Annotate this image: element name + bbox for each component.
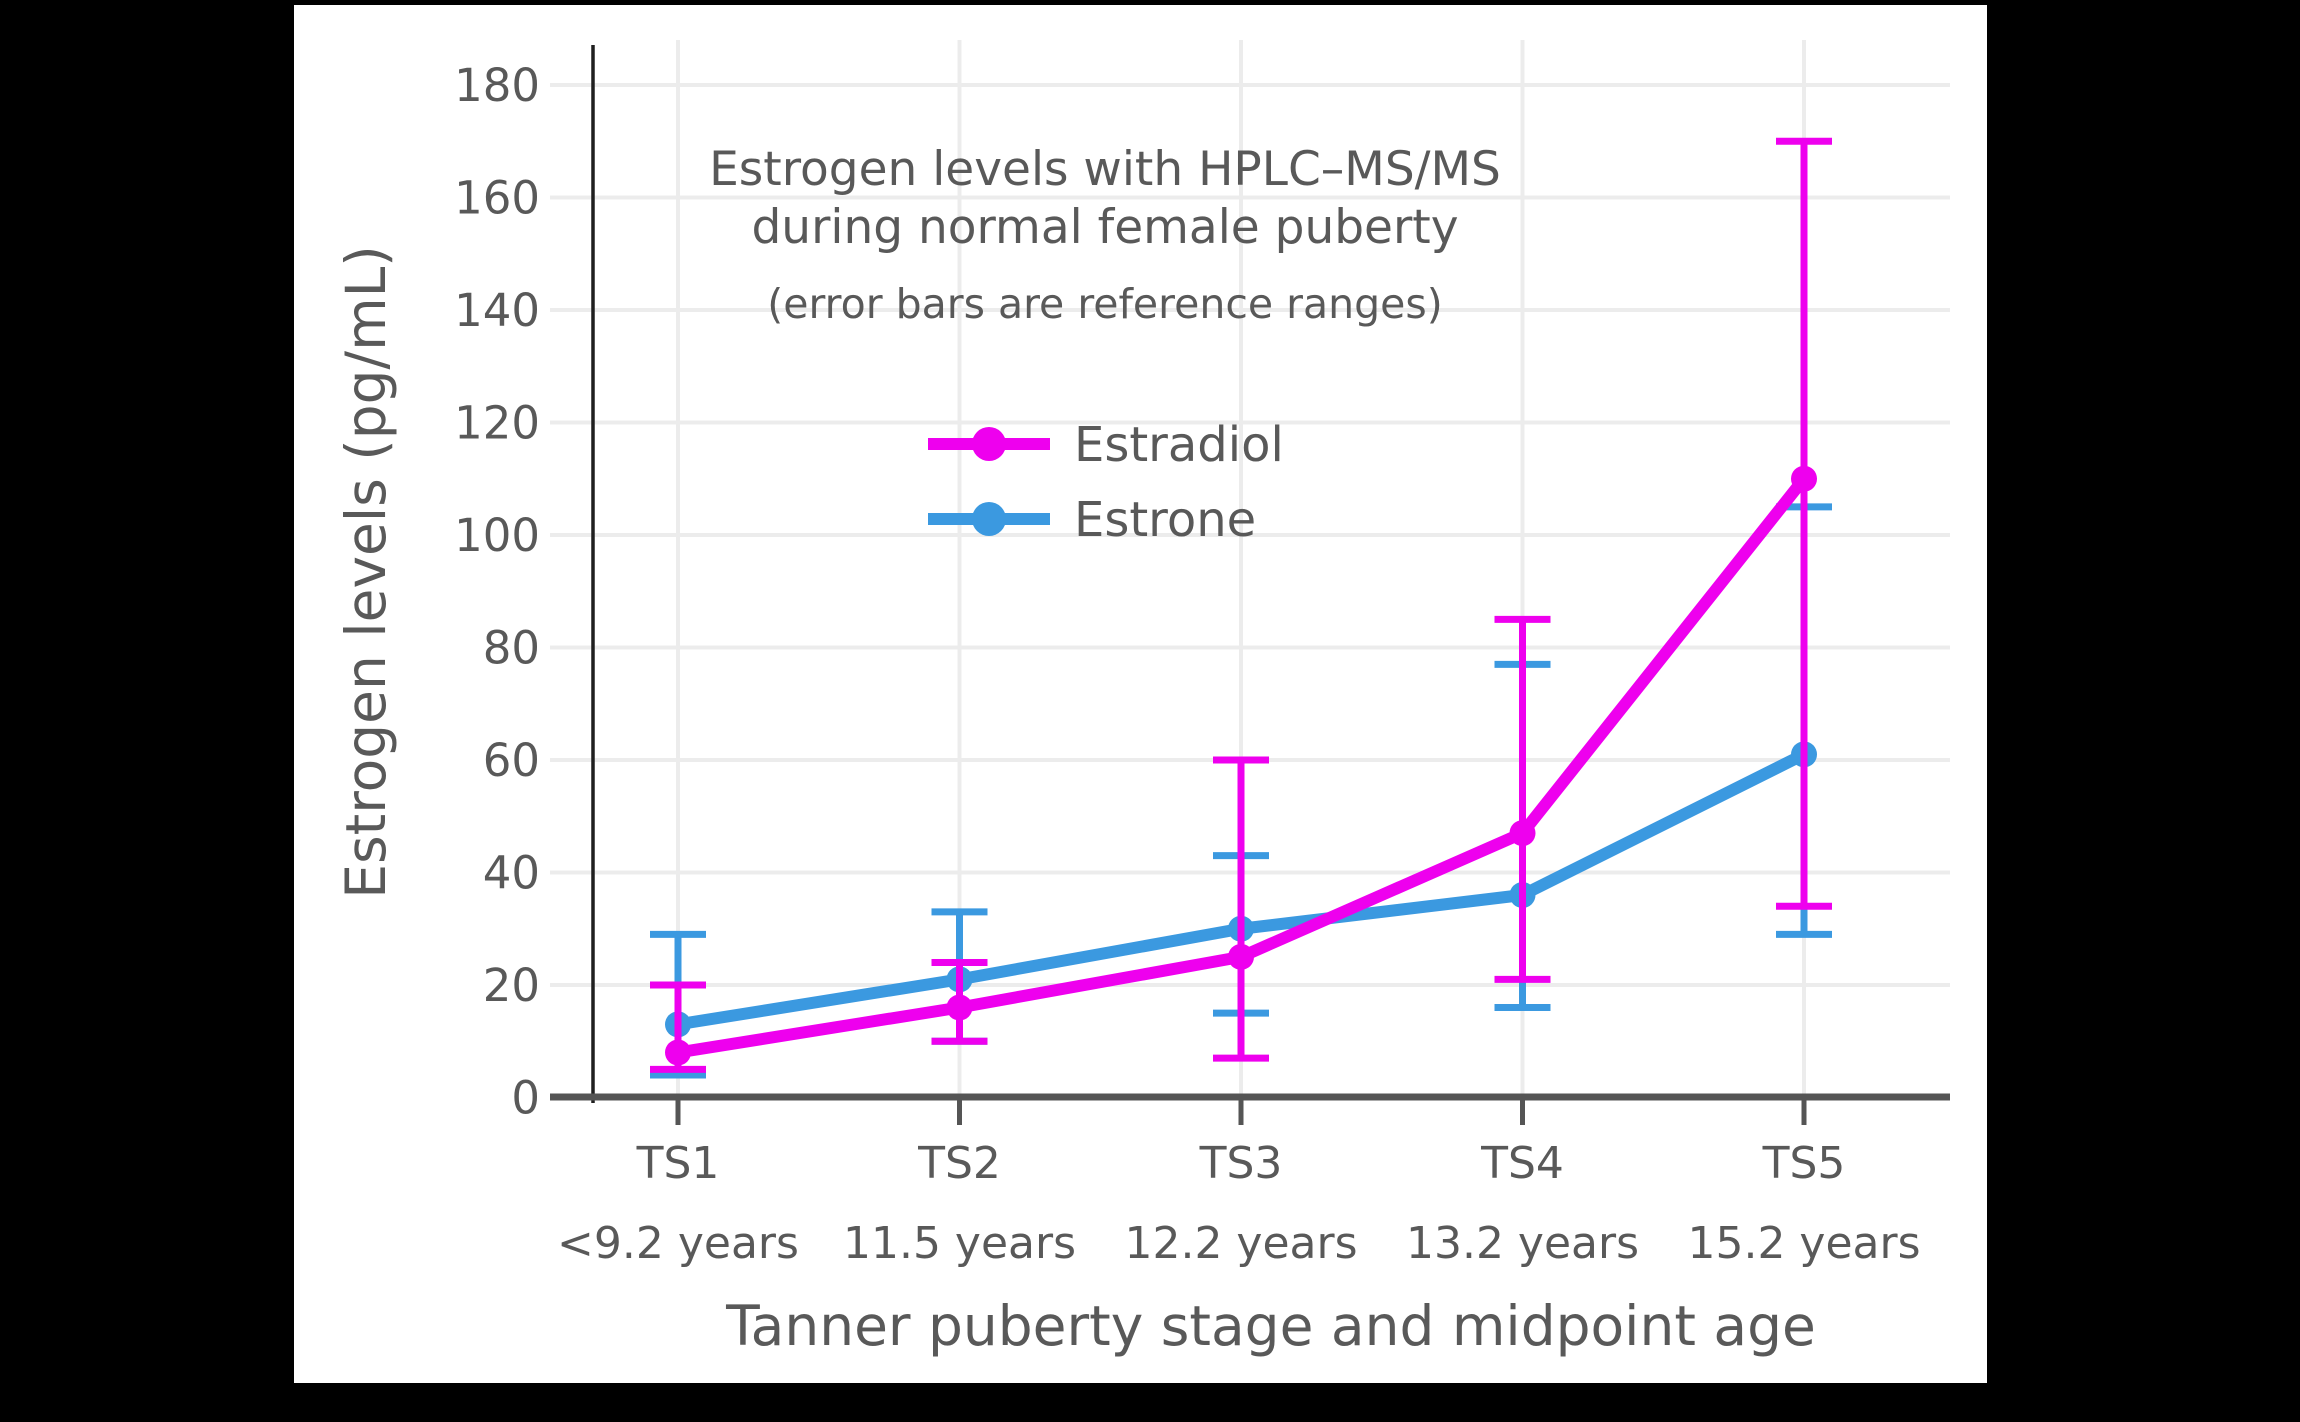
x-tick-age-label-TS2: 11.5 years xyxy=(843,1218,1076,1269)
estradiol-legend-marker-icon xyxy=(972,427,1006,461)
y-tick-label-20: 20 xyxy=(483,959,540,1012)
x-tick-label-TS1: TS1 xyxy=(636,1138,720,1189)
y-tick-label-160: 160 xyxy=(454,172,540,225)
x-tick-label-TS2: TS2 xyxy=(917,1138,1001,1189)
x-tick-age-label-TS1: <9.2 years xyxy=(557,1218,799,1269)
chart-title-line-1: Estrogen levels with HPLC–MS/MS xyxy=(709,142,1501,197)
estradiol-point-TS4 xyxy=(1509,820,1536,847)
estradiol-legend-label: Estradiol xyxy=(1074,417,1284,473)
x-tick-label-TS5: TS5 xyxy=(1762,1138,1846,1189)
y-tick-label-60: 60 xyxy=(483,734,540,787)
x-tick-label-TS3: TS3 xyxy=(1199,1138,1283,1189)
x-tick-label-TS4: TS4 xyxy=(1480,1138,1564,1189)
y-tick-label-0: 0 xyxy=(511,1072,540,1125)
chart-title-line-2: during normal female puberty xyxy=(751,200,1458,255)
legend-item-estrone: Estrone xyxy=(928,492,1256,548)
x-axis-title: Tanner puberty stage and midpoint age xyxy=(725,1294,1816,1358)
chart-subtitle: (error bars are reference ranges) xyxy=(767,280,1442,328)
x-tick-age-label-TS4: 13.2 years xyxy=(1406,1218,1639,1269)
y-tick-label-180: 180 xyxy=(454,59,540,112)
x-tick-age-label-TS3: 12.2 years xyxy=(1124,1218,1357,1269)
chart-panel xyxy=(294,5,1987,1383)
legend: Estradiol Estrone xyxy=(928,417,1284,548)
estradiol-point-TS3 xyxy=(1228,943,1254,970)
y-tick-label-120: 120 xyxy=(454,397,540,450)
y-tick-label-100: 100 xyxy=(454,509,540,562)
estradiol-point-TS2 xyxy=(946,994,973,1021)
estrone-legend-marker-icon xyxy=(972,502,1006,536)
plot-area: 0 20 40 60 80 100 120 140 160 180 TS1 <9.2 years TS2… xyxy=(454,40,1950,1269)
legend-item-estradiol: Estradiol xyxy=(928,417,1284,473)
estradiol-point-TS5 xyxy=(1791,465,1817,492)
estradiol-point-TS1 xyxy=(665,1039,691,1066)
estrone-legend-label: Estrone xyxy=(1074,492,1256,548)
y-tick-label-140: 140 xyxy=(454,284,540,337)
y-tick-label-40: 40 xyxy=(483,847,540,900)
y-tick-label-80: 80 xyxy=(483,622,540,675)
y-axis-title: Estrogen levels (pg/mL) xyxy=(334,245,398,899)
x-tick-age-label-TS5: 15.2 years xyxy=(1687,1218,1920,1269)
